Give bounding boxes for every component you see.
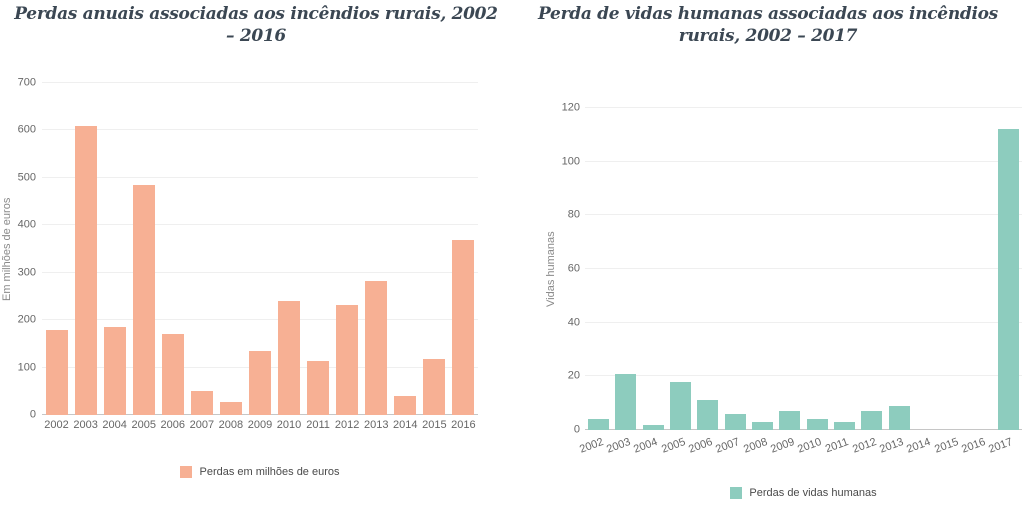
bar-2012[interactable] bbox=[861, 411, 883, 430]
y-tick-label: 60 bbox=[567, 262, 580, 275]
bar-2012[interactable] bbox=[336, 304, 359, 415]
x-tick-label: 2010 bbox=[276, 419, 302, 431]
legend: Perdas em milhões de euros bbox=[42, 466, 478, 478]
y-tick-label: 300 bbox=[17, 266, 36, 279]
plot-area bbox=[42, 82, 478, 415]
x-tick-label: 2012 bbox=[334, 419, 360, 431]
x-tick-label: 2005 bbox=[131, 419, 156, 431]
bar-2003[interactable] bbox=[615, 373, 637, 430]
x-tick-label: 2008 bbox=[218, 419, 244, 431]
x-tick-label: 2016 bbox=[451, 419, 476, 431]
plot-area bbox=[585, 107, 1022, 430]
y-tick-label: 0 bbox=[573, 423, 580, 436]
bar-2013[interactable] bbox=[365, 280, 388, 415]
x-axis-baseline bbox=[585, 429, 1022, 430]
bar-2010[interactable] bbox=[806, 419, 828, 430]
y-tick-label: 100 bbox=[17, 361, 36, 374]
bar-2004[interactable] bbox=[103, 327, 126, 415]
bar-2013[interactable] bbox=[888, 405, 910, 430]
x-tick-label: 2004 bbox=[102, 419, 127, 431]
y-tick-label: 200 bbox=[17, 313, 36, 326]
y-tick-label: 100 bbox=[561, 155, 580, 168]
y-tick-label: 600 bbox=[17, 123, 36, 136]
bar-2015[interactable] bbox=[423, 359, 446, 415]
y-tick-label: 120 bbox=[561, 101, 580, 114]
gridline bbox=[585, 214, 1022, 216]
gridline bbox=[585, 375, 1022, 377]
bar-2002[interactable] bbox=[45, 329, 68, 415]
bar-2003[interactable] bbox=[74, 125, 97, 415]
legend-label: Perdas de vidas humanas bbox=[749, 487, 877, 499]
chart-title: Perdas anuais associadas aos incêndios r… bbox=[14, 4, 498, 46]
bar-2004[interactable] bbox=[642, 424, 664, 430]
y-tick-label: 80 bbox=[567, 208, 580, 221]
bar-2005[interactable] bbox=[132, 184, 155, 415]
gridline bbox=[42, 319, 478, 321]
bar-2011[interactable] bbox=[833, 421, 855, 430]
gridline bbox=[585, 268, 1022, 269]
bar-2008[interactable] bbox=[752, 421, 774, 430]
gridline bbox=[42, 271, 478, 273]
y-tick-label: 40 bbox=[567, 316, 580, 329]
gridline bbox=[42, 224, 478, 226]
x-tick-label: 2009 bbox=[247, 419, 273, 431]
gridline bbox=[585, 107, 1022, 108]
legend-swatch bbox=[730, 487, 743, 499]
bar-2009[interactable] bbox=[249, 350, 271, 415]
y-tick-label: 500 bbox=[17, 171, 36, 184]
legend-label: Perdas em milhões de euros bbox=[199, 466, 340, 478]
bar-2014[interactable] bbox=[394, 396, 417, 415]
x-tick-label: 2011 bbox=[306, 419, 330, 431]
bar-2006[interactable] bbox=[697, 400, 719, 430]
y-tick-label: 20 bbox=[567, 369, 580, 382]
bar-2010[interactable] bbox=[278, 301, 301, 415]
x-axis-labels: 2002 2003 2004 2005 2006 2007 2008 2009 2010 2011… bbox=[512, 0, 1024, 508]
bar-2017[interactable] bbox=[997, 129, 1019, 430]
y-tick-label: 700 bbox=[17, 76, 36, 89]
legend: Perdas de vidas humanas bbox=[585, 487, 1022, 499]
gridline bbox=[585, 321, 1022, 323]
chart-human-lives: Perda de vidas humanas associadas aos in… bbox=[512, 0, 1024, 508]
bar-2005[interactable] bbox=[670, 381, 692, 430]
gridline bbox=[42, 129, 478, 131]
x-tick-label: 2003 bbox=[73, 419, 98, 431]
bar-2002[interactable] bbox=[588, 419, 610, 430]
y-tick-label: 400 bbox=[17, 218, 36, 231]
y-tick-label: 0 bbox=[29, 408, 36, 421]
gridline bbox=[42, 82, 478, 83]
bar-2011[interactable] bbox=[307, 361, 330, 415]
x-tick-label: 2002 bbox=[44, 419, 69, 431]
bar-2007[interactable] bbox=[724, 413, 746, 430]
legend-swatch bbox=[180, 466, 193, 478]
x-tick-label: 2015 bbox=[422, 419, 447, 431]
gridline bbox=[585, 160, 1022, 162]
bar-2008[interactable] bbox=[219, 402, 242, 415]
bar-2009[interactable] bbox=[779, 411, 801, 430]
y-axis-ticks: 0 100 200 300 400 500 600 700 bbox=[4, 77, 38, 420]
x-tick-label: 2013 bbox=[363, 419, 389, 431]
x-axis-labels: 2002 2003 2004 2005 2006 2007 2008 2009 2010 2011… bbox=[42, 419, 478, 433]
x-tick-label: 2014 bbox=[393, 419, 418, 431]
y-axis-ticks: 0 20 40 60 80 100 120 bbox=[550, 102, 582, 435]
x-tick-label: 2006 bbox=[160, 419, 186, 431]
bar-2016[interactable] bbox=[452, 240, 475, 415]
chart-losses-euros: Perdas anuais associadas aos incêndios r… bbox=[1, 4, 498, 478]
bar-2007[interactable] bbox=[190, 391, 213, 415]
gridline bbox=[42, 176, 478, 178]
bar-2006[interactable] bbox=[161, 334, 184, 415]
chart-title: Perda de vidas humanas associadas aos in… bbox=[538, 4, 998, 46]
x-tick-label: 2007 bbox=[189, 419, 215, 431]
